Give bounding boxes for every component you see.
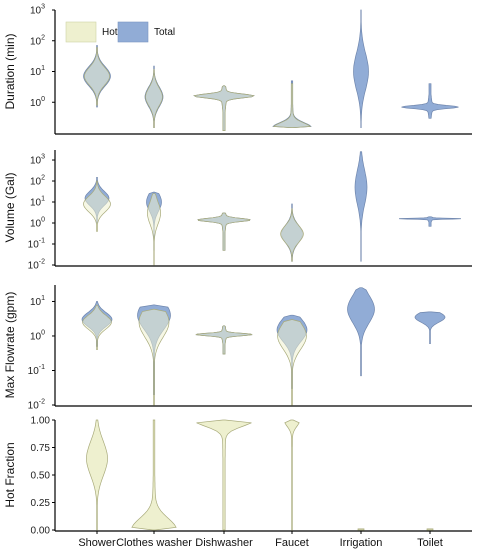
tick-base: 10 <box>30 198 42 209</box>
tick-exponent: -2 <box>39 399 45 406</box>
tick-base: 10 <box>28 401 40 412</box>
violin-hot-duration-2 <box>193 85 255 131</box>
y-tick-label: 101 <box>30 196 45 209</box>
tick-exponent: 2 <box>41 34 45 41</box>
tick-base: 10 <box>30 177 42 188</box>
violin-hot-duration-0 <box>84 47 110 106</box>
tick-base: 10 <box>28 240 40 251</box>
tick-base: 10 <box>30 297 42 308</box>
violin-hot-volume-3 <box>280 208 304 262</box>
violin-hot-hotfraction-0 <box>86 419 108 531</box>
tick-exponent: 3 <box>41 154 45 161</box>
tick-exponent: 3 <box>41 4 45 11</box>
y-axis-label-duration: Duration (min) <box>3 33 17 109</box>
y-tick-label: 0.25 <box>31 498 51 509</box>
y-axis-label-hotfraction: Hot Fraction <box>3 442 17 507</box>
violin-total-flowrate-4 <box>347 287 375 377</box>
violin-hot-volume-2 <box>197 212 251 251</box>
tick-exponent: 1 <box>41 65 45 72</box>
y-tick-label: 103 <box>30 4 45 17</box>
violin-hot-flowrate-1 <box>138 308 170 406</box>
tick-exponent: 1 <box>41 196 45 203</box>
violin-hot-flowrate-2 <box>195 325 253 355</box>
tick-base: 10 <box>30 6 42 17</box>
legend-swatch-total <box>117 21 149 43</box>
legend-label-total: Total <box>154 27 175 38</box>
tick-base: 10 <box>30 98 42 109</box>
y-tick-label: 100 <box>30 96 45 109</box>
x-tick-label: Shower <box>78 537 116 549</box>
y-tick-label: 103 <box>30 154 45 167</box>
x-tick-label: Dishwasher <box>195 537 253 549</box>
violin-hot-hotfraction-4 <box>357 528 365 531</box>
violin-total-volume-4 <box>354 151 368 262</box>
y-tick-label: 101 <box>30 65 45 78</box>
tick-exponent: -1 <box>39 364 45 371</box>
tick-base: 10 <box>30 36 42 47</box>
tick-base: 10 <box>30 219 42 230</box>
tick-exponent: 0 <box>41 217 45 224</box>
y-tick-label: 102 <box>30 34 45 47</box>
x-tick-label: Faucet <box>275 537 309 549</box>
y-axis-label-flowrate: Max Flowrate (gpm) <box>3 292 17 399</box>
y-tick-label: 0.50 <box>31 471 51 482</box>
legend-swatch-hot <box>65 21 97 43</box>
tick-base: 10 <box>30 67 42 78</box>
violin-hot-hotfraction-5 <box>426 528 434 531</box>
tick-base: 10 <box>28 261 40 272</box>
violin-total-volume-5 <box>399 216 461 227</box>
violin-hot-volume-0 <box>83 180 111 232</box>
y-tick-label: 10-1 <box>28 238 45 251</box>
y-tick-label: 10-2 <box>28 399 45 412</box>
y-tick-label: 1.00 <box>31 416 51 427</box>
violin-hot-hotfraction-1 <box>131 419 177 531</box>
tick-exponent: -2 <box>39 259 45 266</box>
violin-total-flowrate-5 <box>414 311 446 344</box>
tick-base: 10 <box>28 366 40 377</box>
violin-total-duration-4 <box>353 9 369 128</box>
x-tick-label: Toilet <box>417 537 443 549</box>
x-tick-label: Clothes washer <box>116 537 192 549</box>
tick-base: 10 <box>30 331 42 342</box>
violin-hot-flowrate-3 <box>277 319 307 406</box>
legend-label-hot: Hot <box>102 27 118 38</box>
violin-hot-hotfraction-3 <box>284 419 300 531</box>
violin-hot-hotfraction-2 <box>196 419 252 531</box>
violin-hot-flowrate-0 <box>82 304 112 351</box>
tick-exponent: -1 <box>39 238 45 245</box>
y-tick-label: 0.00 <box>31 526 51 537</box>
y-tick-label: 102 <box>30 175 45 188</box>
y-axis-label-volume: Volume (Gal) <box>3 172 17 242</box>
y-tick-label: 10-2 <box>28 259 45 272</box>
violin-hot-duration-1 <box>145 69 163 128</box>
tick-exponent: 1 <box>41 295 45 302</box>
violin-hot-duration-3 <box>272 83 312 128</box>
tick-exponent: 0 <box>41 96 45 103</box>
y-tick-label: 10-1 <box>28 364 45 377</box>
tick-exponent: 0 <box>41 329 45 336</box>
x-tick-label: Irrigation <box>340 537 383 549</box>
y-tick-label: 100 <box>30 217 45 230</box>
tick-exponent: 2 <box>41 175 45 182</box>
y-tick-label: 101 <box>30 295 45 308</box>
y-tick-label: 0.75 <box>31 443 51 454</box>
violin-total-duration-5 <box>401 83 459 119</box>
y-tick-label: 100 <box>30 329 45 342</box>
violin-hot-volume-1 <box>147 193 161 266</box>
tick-base: 10 <box>30 156 42 167</box>
